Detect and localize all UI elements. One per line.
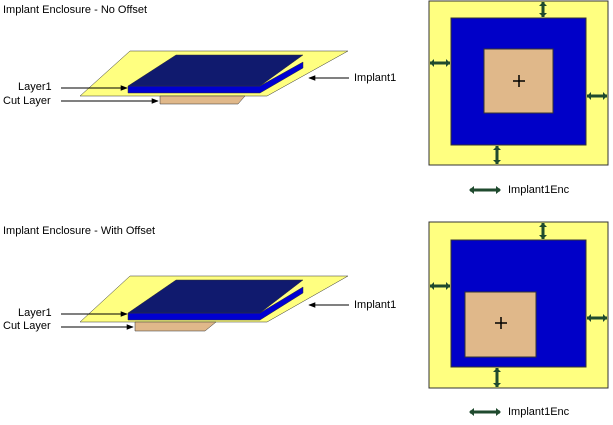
- enclosure-arrow-bottom: [493, 368, 501, 387]
- layer1-label: Layer1: [18, 81, 52, 93]
- implant1-label: Implant1: [354, 299, 397, 311]
- enclosure-arrow-left: [430, 282, 450, 290]
- cross-section-view: [61, 50, 349, 105]
- top-view: [428, 221, 609, 416]
- enclosure-arrow-right: [587, 314, 607, 322]
- legend-label: Implant1Enc: [508, 184, 570, 196]
- panel-with-offset: [61, 221, 609, 416]
- enclosure-arrows: [430, 223, 607, 387]
- panel-title: Implant Enclosure - With Offset: [3, 225, 156, 237]
- layer1-label: Layer1: [18, 307, 52, 319]
- cut-layer-label: Cut Layer: [3, 320, 51, 332]
- legend-double-arrow-icon: [469, 408, 501, 416]
- center-plus-icon: [513, 75, 525, 87]
- layer1-top: [127, 279, 304, 314]
- legend-label: Implant1Enc: [508, 406, 570, 418]
- legend-double-arrow-icon: [469, 186, 501, 194]
- panel-no-offset: [61, 0, 609, 194]
- cut-layer-slab: [159, 95, 246, 105]
- enclosure-arrow-left: [430, 59, 450, 67]
- enclosure-arrows: [430, 2, 607, 164]
- implant1-label: Implant1: [354, 72, 397, 84]
- cut-layer-slab: [134, 321, 217, 332]
- enclosure-arrow-bottom: [493, 146, 501, 164]
- center-plus-icon: [495, 317, 507, 329]
- cut-layer-label: Cut Layer: [3, 95, 51, 107]
- top-view: [428, 0, 609, 194]
- panel-title: Implant Enclosure - No Offset: [3, 4, 148, 16]
- enclosure-arrow-right: [587, 92, 607, 100]
- enclosure-arrow-top: [539, 223, 547, 239]
- layer1-top: [127, 54, 304, 87]
- cross-section-view: [61, 275, 349, 332]
- enclosure-arrow-top: [539, 2, 547, 17]
